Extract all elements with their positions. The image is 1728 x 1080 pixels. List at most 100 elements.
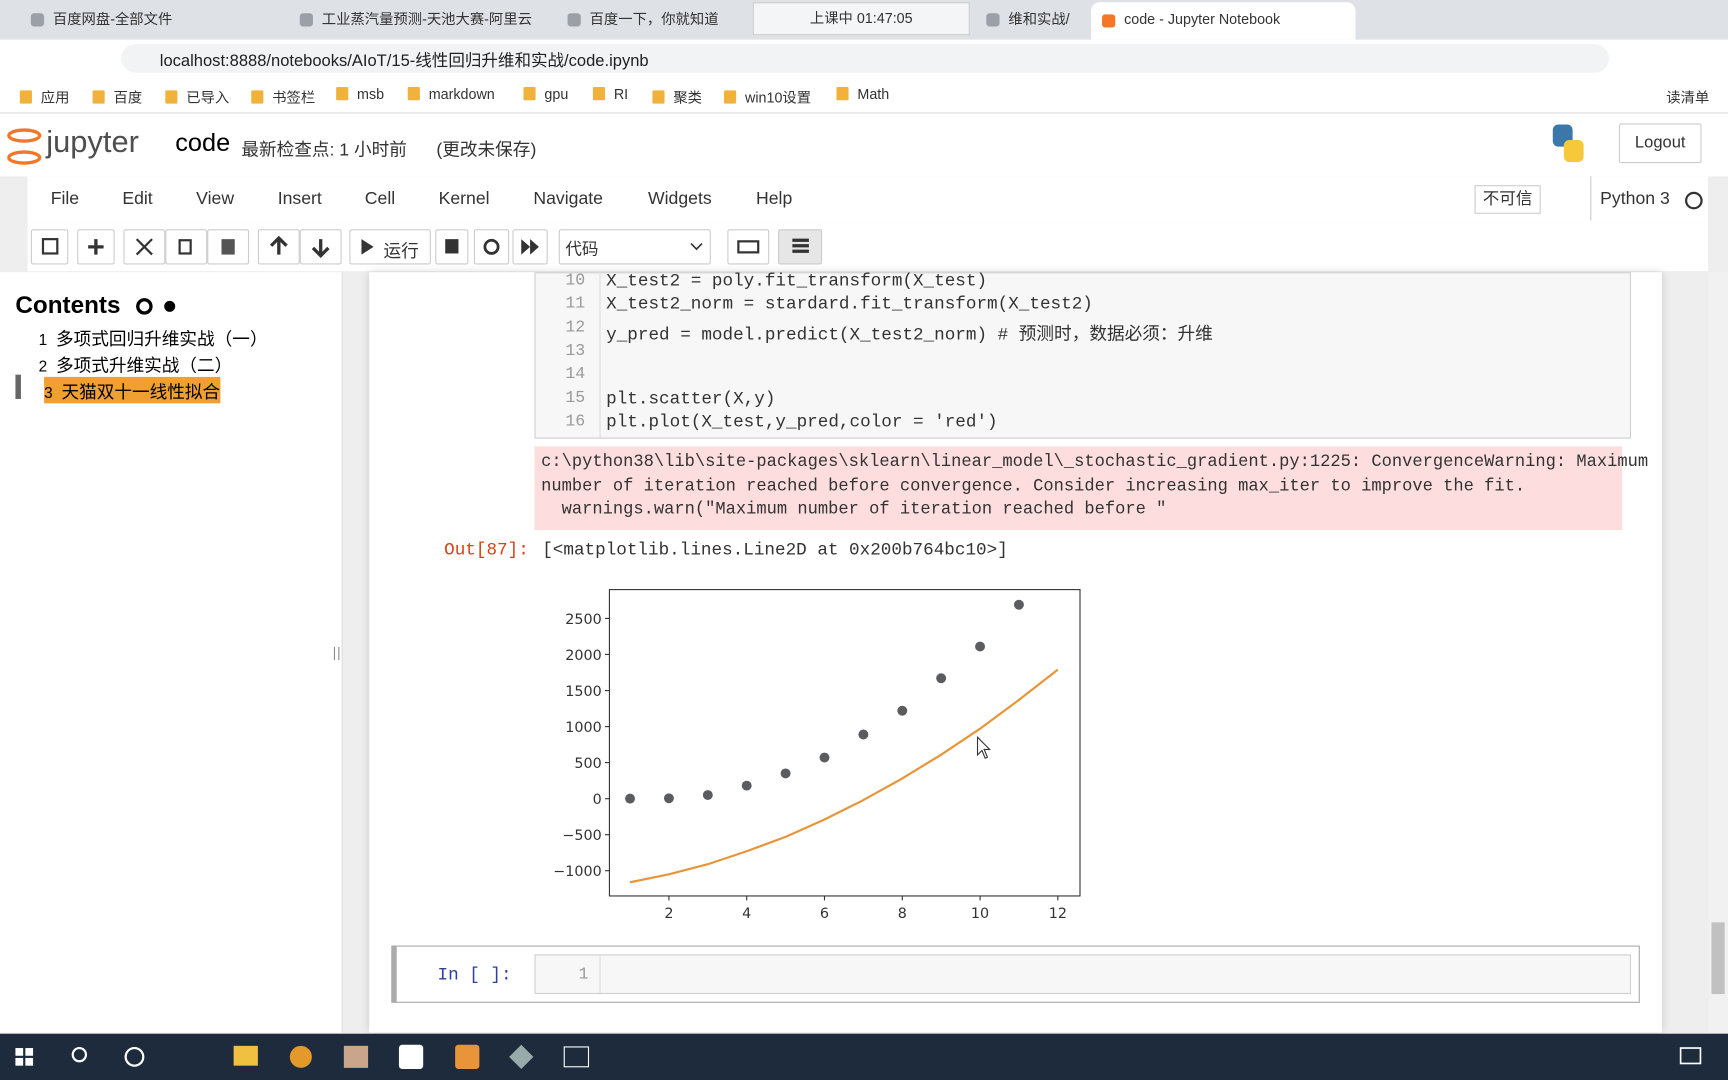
scrollbar[interactable] [1708, 272, 1728, 1033]
cut-button[interactable] [123, 229, 166, 265]
toc-item[interactable]: 1 多项式回归升维实战（一） [39, 324, 268, 350]
kernel-name: Python 3 [1600, 189, 1670, 209]
scatter-point [975, 641, 986, 652]
toc-number: 3 [44, 383, 53, 402]
run-label: 运行 [383, 242, 419, 262]
code-line: X_test2_norm = stardard.fit_transform(X_… [606, 294, 1093, 315]
toc-text: 天猫双十一线性拟合 [61, 383, 221, 403]
cell-type-select[interactable]: 代码 [558, 229, 711, 265]
scatter-point [663, 793, 674, 804]
tab-title: 工业蒸汽量预测-天池大赛-阿里云 [321, 11, 532, 28]
save-status: (更改未保存) [436, 141, 537, 160]
menu-item[interactable]: Widgets [647, 189, 712, 209]
line-number: 12 [565, 318, 586, 337]
tab-favicon [299, 13, 313, 27]
tab[interactable]: 维和实战/ [975, 6, 1080, 35]
tab-title: code - Jupyter Notebook [1124, 11, 1281, 28]
logout-button[interactable]: Logout [1618, 123, 1702, 164]
out-text: [<matplotlib.lines.Line2D at 0x200b764bc… [542, 539, 1008, 560]
warning-line: warnings.warn("Maximum number of iterati… [541, 499, 1167, 520]
tab-title: 百度网盘-全部文件 [52, 11, 173, 28]
omnibox[interactable] [121, 44, 1609, 73]
interrupt-button[interactable] [435, 229, 469, 265]
copy-button[interactable] [165, 229, 208, 265]
scatter-point [819, 752, 830, 763]
next-cell-input[interactable] [534, 954, 1632, 995]
move-up-button[interactable] [257, 229, 300, 265]
tab-title: 百度一下，你就知道 [589, 11, 719, 28]
toc-text: 多项式回归升维实战（一） [55, 330, 268, 350]
tab[interactable]: code - Jupyter Notebook [1091, 2, 1356, 40]
paste-button[interactable] [207, 229, 250, 265]
bookmark[interactable]: gpu [523, 86, 568, 103]
menu-item[interactable]: Edit [122, 189, 153, 209]
line-number: 1 [578, 965, 589, 985]
taskbar-icons[interactable] [0, 1034, 1728, 1080]
bookmark[interactable]: 应用 [20, 86, 70, 107]
keyboard-button[interactable] [727, 229, 770, 265]
gutter [534, 272, 601, 438]
menu-item[interactable]: Help [755, 189, 793, 209]
tab[interactable]: 工业蒸汽量预测-天池大赛-阿里云 [289, 6, 553, 35]
scroll-thumb[interactable] [1711, 922, 1725, 995]
next-cell[interactable] [391, 945, 1640, 1003]
scatter-point [897, 705, 908, 716]
mouse-cursor [976, 735, 991, 759]
toc-item[interactable]: 3 天猫双十一线性拟合 [44, 376, 221, 404]
jupyter-header: jupyter code 最新检查点: 1 小时前 (更改未保存) Logout [0, 113, 1728, 177]
bookmark[interactable]: 已导入 [165, 86, 229, 107]
bookmark[interactable]: msb [336, 86, 384, 103]
scatter-point [1013, 599, 1024, 610]
toc-icons[interactable] [134, 295, 182, 317]
tab[interactable]: 百度网盘-全部文件 [20, 6, 284, 35]
tab-favicon [986, 13, 1000, 27]
line-number: 15 [565, 388, 586, 408]
move-down-button[interactable] [299, 229, 342, 265]
y-tick-label: 1500 [565, 684, 601, 700]
scatter-point [936, 673, 947, 684]
x-tick-label: 6 [820, 906, 829, 922]
jupyter-logo[interactable]: jupyter [46, 124, 139, 159]
restart-run-all-button[interactable] [512, 229, 548, 265]
bookmark[interactable]: 百度 [93, 86, 143, 107]
bookmark[interactable]: Math [836, 86, 889, 103]
menu-item[interactable]: Navigate [533, 189, 603, 209]
url[interactable]: localhost:8888/notebooks/AIoT/15-线性回归升维和… [159, 51, 649, 71]
restart-button[interactable] [473, 229, 510, 265]
menu-item[interactable]: Insert [277, 189, 322, 209]
toc-item[interactable]: 2 多项式升维实战（二） [39, 350, 233, 376]
toc-text: 多项式升维实战（二） [55, 357, 233, 376]
x-tick-label: 12 [1049, 906, 1067, 922]
toc-button[interactable] [778, 229, 823, 265]
notebook-name[interactable]: code [175, 127, 231, 157]
bookmark[interactable]: win10设置 [724, 86, 811, 107]
tab[interactable]: 百度一下，你就知道 [557, 6, 750, 35]
y-tick-label: 1000 [565, 720, 601, 736]
out-prompt: Out[87]: [444, 539, 529, 560]
menu-item[interactable]: File [50, 189, 80, 209]
insert-button[interactable] [77, 229, 115, 265]
run-button[interactable]: 运行 [349, 229, 431, 265]
tab-favicon [567, 13, 581, 27]
bookmark[interactable]: RI [593, 86, 628, 103]
kernel-status [1685, 191, 1703, 210]
menu-item[interactable]: Cell [364, 189, 396, 209]
line-number: 11 [565, 294, 586, 314]
bookmark[interactable]: 书签栏 [251, 86, 315, 107]
x-tick-label: 4 [742, 906, 751, 922]
x-tick-label: 10 [971, 906, 989, 922]
address-bar: localhost:8888/notebooks/AIoT/15-线性回归升维和… [0, 39, 1728, 78]
resize-handle[interactable] [333, 646, 340, 661]
menu-item[interactable]: View [196, 189, 235, 209]
reading-list[interactable]: 读清单 [1666, 89, 1710, 106]
bookmark[interactable]: 聚类 [652, 86, 702, 107]
trusted-indicator[interactable]: 不可信 [1474, 185, 1541, 214]
code-cell-input[interactable] [534, 272, 1632, 439]
plot-area [608, 589, 1081, 897]
bookmark[interactable]: markdown [408, 86, 495, 103]
save-button[interactable] [30, 229, 69, 265]
menu-item[interactable]: Kernel [438, 189, 490, 209]
x-tick-label: 8 [898, 906, 907, 922]
